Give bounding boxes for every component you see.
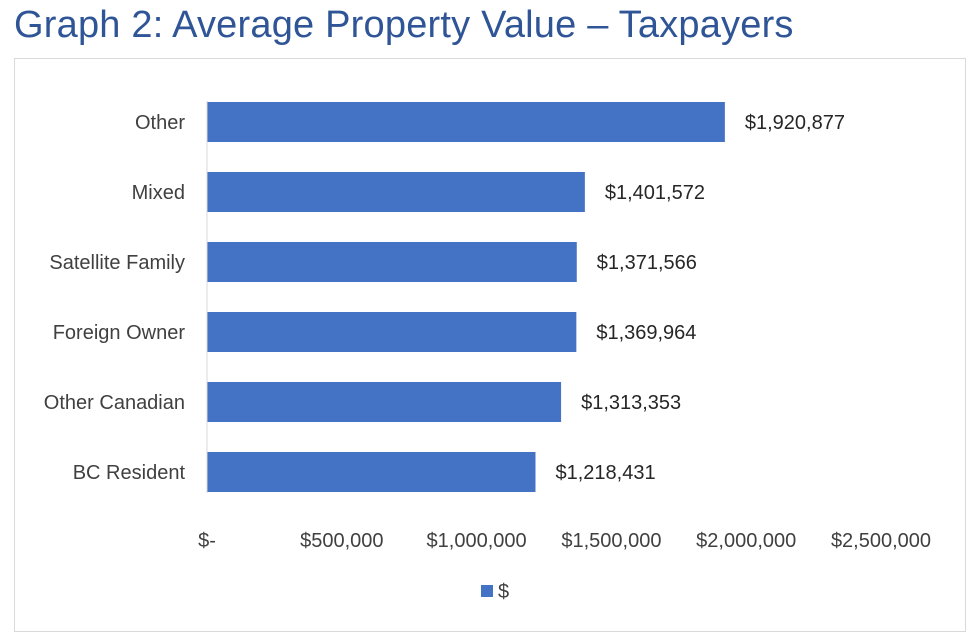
category-label: BC Resident: [73, 462, 186, 484]
bar: [207, 102, 725, 142]
legend-label: $: [498, 581, 509, 603]
labels-layer: Other $1,920,877 Mixed $1,401,572 Satellite …: [44, 112, 845, 484]
data-label: $1,920,877: [745, 112, 845, 134]
data-label: $1,371,566: [597, 252, 697, 274]
data-label: $1,401,572: [605, 182, 705, 204]
category-label: Other: [135, 112, 185, 134]
axis-layer: $- $500,000 $1,000,000 $1,500,000 $2,000,000…: [198, 101, 931, 552]
bar: [207, 242, 577, 282]
page-title: Graph 2: Average Property Value – Taxpay…: [14, 4, 794, 46]
bar: [207, 312, 577, 352]
legend: $: [481, 581, 509, 603]
data-label: $1,313,353: [581, 392, 681, 414]
x-tick-label: $1,500,000: [561, 530, 661, 552]
bar-chart: Other $1,920,877 Mixed $1,401,572 Satellite …: [44, 101, 931, 603]
bar: [207, 382, 562, 422]
legend-swatch: [481, 585, 493, 597]
x-tick-label: $2,500,000: [831, 530, 931, 552]
data-label: $1,369,964: [596, 322, 696, 344]
category-label: Mixed: [132, 182, 185, 204]
bar: [207, 452, 536, 492]
category-label: Satellite Family: [49, 252, 185, 274]
bars-layer: [207, 102, 725, 492]
category-label: Other Canadian: [44, 392, 185, 414]
data-label: $1,218,431: [555, 462, 655, 484]
bar: [207, 172, 585, 212]
chart-area: Other $1,920,877 Mixed $1,401,572 Satellite …: [14, 58, 966, 632]
x-tick-label: $1,000,000: [427, 530, 527, 552]
category-label: Foreign Owner: [53, 322, 186, 344]
x-tick-label: $2,000,000: [696, 530, 796, 552]
x-tick-label: $-: [198, 530, 216, 552]
x-tick-label: $500,000: [300, 530, 383, 552]
